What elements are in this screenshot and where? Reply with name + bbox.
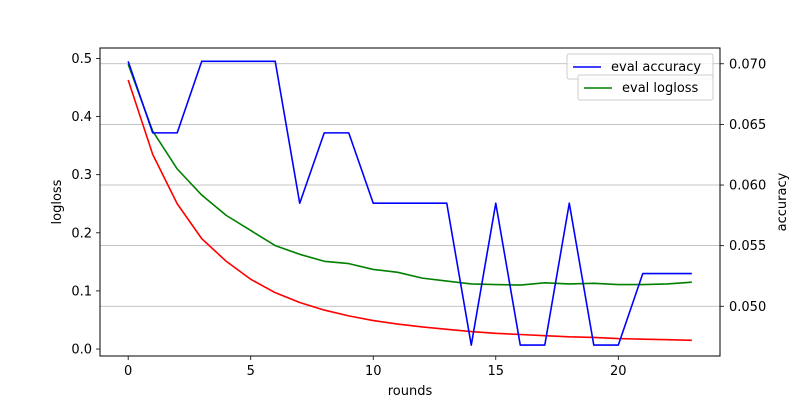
left-y-axis-ticks: 0.0 0.1 0.2 0.3 0.4 0.5 [71, 52, 100, 358]
left-y-tick-label-1: 0.1 [71, 284, 92, 299]
eval-logloss-line [127, 63, 692, 286]
right-y-tick-label-4: 0.070 [729, 57, 766, 72]
x-tick-label-3: 15 [487, 364, 504, 379]
x-axis-ticks: 0 5 10 15 20 [124, 356, 627, 379]
left-y-tick-label-0: 0.0 [71, 343, 92, 358]
x-tick-label-2: 10 [365, 364, 382, 379]
legend-logloss-label: eval logloss [622, 81, 699, 96]
grid-layer [100, 63, 720, 307]
x-tick-label-1: 5 [247, 364, 255, 379]
legend-logloss: eval logloss [577, 74, 714, 101]
left-y-tick-label-2: 0.2 [71, 226, 92, 241]
left-y-tick-label-3: 0.3 [71, 168, 92, 183]
x-tick-label-4: 20 [610, 364, 627, 379]
legend-logloss-box [577, 74, 714, 101]
x-axis-title: rounds [388, 384, 433, 399]
x-tick-label-0: 0 [124, 364, 132, 379]
left-y-tick-label-5: 0.5 [71, 52, 92, 67]
legend-accuracy-label: eval accuracy [611, 60, 701, 75]
right-y-tick-label-3: 0.065 [729, 118, 766, 133]
legend-accuracy: eval accuracy [566, 53, 714, 80]
right-y-axis-ticks: 0.050 0.055 0.060 0.065 0.070 [720, 57, 766, 315]
series-2-line [127, 79, 692, 342]
left-y-tick-label-4: 0.4 [71, 110, 92, 125]
eval-accuracy-line [127, 60, 692, 346]
plot-frame [99, 47, 721, 357]
left-y-axis-title: logloss [50, 179, 65, 224]
right-y-tick-label-0: 0.050 [729, 300, 766, 315]
series-layer [127, 60, 692, 346]
right-y-tick-label-2: 0.060 [729, 179, 766, 194]
right-y-axis-title: accuracy [775, 172, 790, 231]
right-y-tick-label-1: 0.055 [729, 239, 766, 254]
